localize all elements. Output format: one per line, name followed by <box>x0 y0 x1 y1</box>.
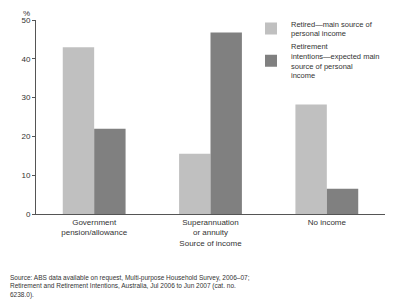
svg-text:Source: ABS data available on: Source: ABS data available on request, M… <box>10 274 250 299</box>
svg-text:10: 10 <box>21 171 30 180</box>
svg-text:40: 40 <box>21 55 30 64</box>
svg-text:Retirementintentions—expected: Retirementintentions—expected mainsource… <box>291 42 379 80</box>
svg-text:Governmentpension/allowance: Governmentpension/allowance <box>61 218 127 237</box>
svg-text:Retired—main source ofpersonal: Retired—main source ofpersonal income <box>291 20 373 39</box>
svg-text:%: % <box>23 9 30 18</box>
svg-text:No income: No income <box>308 218 347 227</box>
svg-text:30: 30 <box>21 93 30 102</box>
svg-text:Superannuationor annuity: Superannuationor annuity <box>182 218 239 237</box>
svg-text:Source of income: Source of income <box>179 239 242 248</box>
svg-text:20: 20 <box>21 132 30 141</box>
svg-text:0: 0 <box>26 210 31 219</box>
svg-text:50: 50 <box>21 16 30 25</box>
